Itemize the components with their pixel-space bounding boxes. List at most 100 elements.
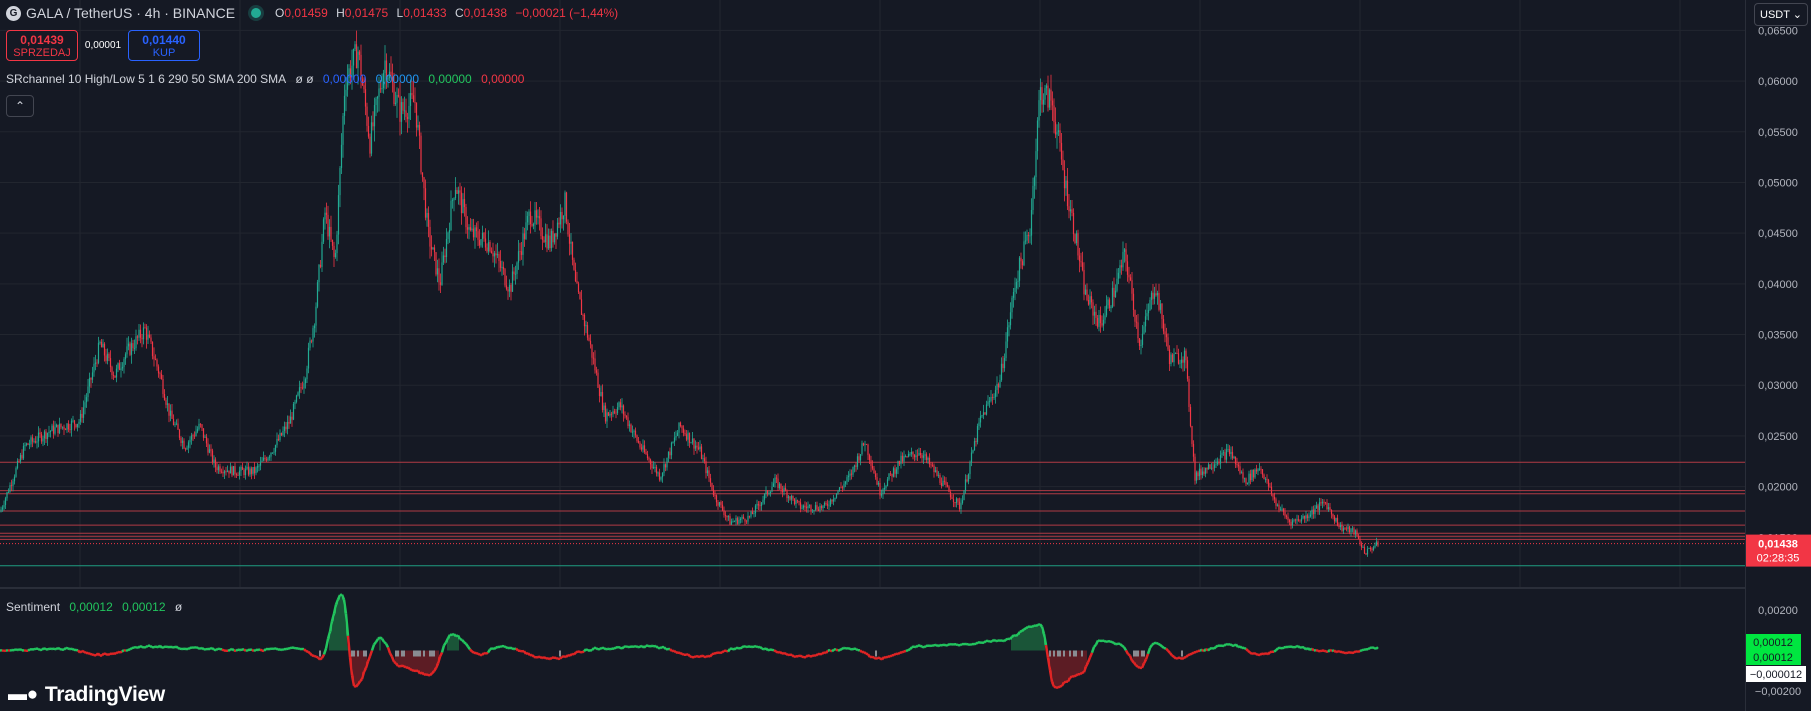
candle-body <box>430 246 433 250</box>
candle-body <box>720 502 722 505</box>
sentiment-line-segment <box>1121 644 1125 649</box>
candle-body <box>1162 319 1165 332</box>
candle-body <box>1044 88 1046 100</box>
candle-body <box>91 372 94 380</box>
candle-body <box>615 412 617 414</box>
sentiment-line-segment <box>342 599 348 615</box>
sentiment-line-segment <box>715 651 719 655</box>
candle-body <box>1189 406 1192 426</box>
sentiment-legend[interactable]: Sentiment 0,00012 0,00012 ø <box>6 600 182 614</box>
candle-body <box>472 228 475 238</box>
candle-body <box>543 239 545 243</box>
candle-body <box>676 432 679 437</box>
candle-body <box>561 211 563 220</box>
candle-body <box>1101 323 1103 326</box>
sentiment-line-segment <box>565 654 569 659</box>
candle-body <box>991 397 994 398</box>
buy-button[interactable]: 0,01440 KUP <box>128 30 200 61</box>
candle-body <box>496 254 499 256</box>
sentiment-line-segment <box>491 646 495 651</box>
sentiment-line-segment <box>983 640 987 644</box>
sentiment-line-segment <box>1001 639 1005 643</box>
sentiment-line-segment <box>121 649 125 653</box>
candle-body <box>475 227 478 232</box>
candle-body <box>363 85 365 90</box>
sentiment-line-segment <box>655 645 659 649</box>
sentiment-line-segment <box>549 656 553 661</box>
candle-body <box>777 478 779 489</box>
candle-body <box>1348 526 1351 533</box>
symbol-header: G GALA / TetherUS · 4h · BINANCE O0,0145… <box>6 5 623 21</box>
ohlc-close: 0,01438 <box>463 6 508 20</box>
candle-body <box>969 462 971 475</box>
sentiment-zero-tag <box>1746 666 1806 682</box>
sentiment-line-segment <box>469 648 473 653</box>
candle-body <box>882 489 884 494</box>
candle-body <box>724 514 727 516</box>
candle-body <box>616 407 619 414</box>
indicator-legend[interactable]: SRchannel 10 High/Low 5 1 6 290 50 SMA 2… <box>6 72 524 86</box>
candle-body <box>429 226 431 247</box>
candle-body <box>60 423 62 428</box>
price-axis[interactable]: 0,06500 0,06000 0,05500 0,05000 0,04500 0,040… <box>1745 0 1811 711</box>
candle-body <box>9 485 11 492</box>
candle-body <box>765 490 767 495</box>
sentiment-line-segment <box>1111 640 1115 645</box>
candle-body <box>436 268 439 275</box>
candle-body <box>922 455 925 458</box>
candle-body <box>525 222 527 239</box>
candle-body <box>151 341 154 357</box>
candle-body <box>550 230 553 249</box>
candle-body <box>237 475 239 476</box>
candle-body <box>531 224 533 226</box>
sentiment-line-segment <box>77 649 81 654</box>
sell-button[interactable]: 0,01439 SPRZEDAJ <box>6 30 78 61</box>
candle-body <box>921 454 923 458</box>
candle-body <box>757 504 760 506</box>
candle-body <box>492 252 494 257</box>
candle-body <box>868 455 871 461</box>
candle-body <box>1159 303 1162 310</box>
candle-body <box>1255 469 1258 472</box>
sentiment-line-segment <box>881 656 885 661</box>
candle-body <box>1344 528 1346 530</box>
candle-body <box>588 337 590 341</box>
sentiment-line-segment <box>1066 677 1072 683</box>
candle-body <box>591 344 593 358</box>
candle-body <box>675 436 677 438</box>
sentiment-line-segment <box>83 650 87 655</box>
candle-body <box>847 475 850 478</box>
sentiment-line-segment <box>639 644 643 648</box>
sentiment-line-segment <box>1199 648 1203 652</box>
sentiment-label[interactable]: Sentiment <box>6 600 61 614</box>
candle-body <box>384 60 386 74</box>
symbol-title[interactable]: GALA / TetherUS · 4h · BINANCE <box>26 5 236 21</box>
candle-body <box>1197 472 1199 477</box>
tradingview-logo[interactable]: ▬● TradingView <box>8 683 165 707</box>
indicator-label[interactable]: SRchannel 10 High/Low 5 1 6 290 50 SMA 2… <box>6 72 287 86</box>
candle-body <box>1161 303 1163 320</box>
candle-body <box>1363 547 1366 554</box>
candle-body <box>1297 519 1300 521</box>
sentiment-line-segment <box>625 645 629 649</box>
market-status-icon[interactable] <box>251 8 262 18</box>
candle-body <box>1030 209 1033 236</box>
currency-selector[interactable]: USDT ⌄ <box>1754 3 1808 26</box>
indicator-value-2: 0,00000 <box>375 72 419 86</box>
candle-body <box>919 452 922 455</box>
sentiment-line-segment <box>647 644 651 648</box>
sentiment-line-segment <box>763 647 767 651</box>
candle-body <box>159 373 161 375</box>
sentiment-line-segment <box>1157 642 1161 646</box>
candle-body <box>1054 122 1057 135</box>
collapse-legend-button[interactable]: ⌃ <box>6 95 34 117</box>
candle-body <box>568 234 571 244</box>
candle-body <box>964 479 967 491</box>
candle-body <box>778 483 781 489</box>
sentiment-line-segment <box>519 649 523 653</box>
current-price-tag <box>1746 534 1811 567</box>
candle-body <box>289 416 292 424</box>
candle-body <box>361 79 364 86</box>
support-resistance-lines <box>0 461 1745 567</box>
